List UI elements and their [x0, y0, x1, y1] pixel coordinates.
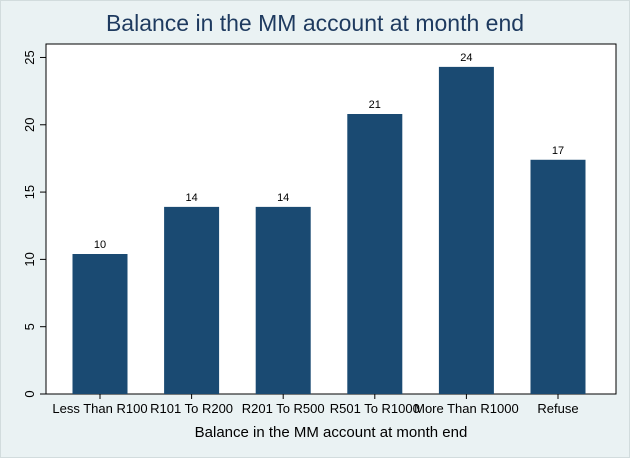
bar-value-labels: 10 14 14 21 24 17: [94, 52, 564, 251]
plot-area: [45, 43, 617, 395]
x-axis-title: Balance in the MM account at month end: [195, 424, 468, 441]
y-tick-label: 10: [22, 252, 37, 266]
y-tick-label: 25: [22, 50, 37, 64]
bar: [347, 114, 403, 394]
x-tick-label: More Than R1000: [414, 401, 519, 416]
y-tick-label: 0: [22, 390, 37, 397]
bar-value-label: 24: [460, 52, 472, 64]
bar-value-label: 14: [277, 192, 289, 204]
y-tick-label: 20: [22, 118, 37, 132]
x-tick-label: R501 To R1000: [330, 401, 420, 416]
y-axis: 0 5 10 15 20 25: [22, 50, 46, 398]
bars: [72, 66, 586, 394]
bar-value-label: 17: [552, 145, 564, 157]
bar-value-label: 21: [369, 99, 381, 111]
x-tick-label: Less Than R100: [52, 401, 147, 416]
y-tick-label: 15: [22, 185, 37, 199]
x-tick-label: Refuse: [537, 401, 578, 416]
bar: [164, 206, 220, 394]
bar: [438, 66, 494, 394]
bar-value-label: 14: [185, 192, 197, 204]
chart-title: Balance in the MM account at month end: [105, 10, 525, 36]
x-tick-label: R101 To R200: [150, 401, 233, 416]
bar: [72, 254, 128, 394]
bar: [255, 206, 311, 394]
bar-value-label: 10: [94, 239, 106, 251]
y-tick-label: 5: [22, 323, 37, 330]
bar: [530, 159, 586, 394]
x-axis: Less Than R100 R101 To R200 R201 To R500 R5…: [52, 394, 579, 416]
x-tick-label: R201 To R500: [242, 401, 325, 416]
